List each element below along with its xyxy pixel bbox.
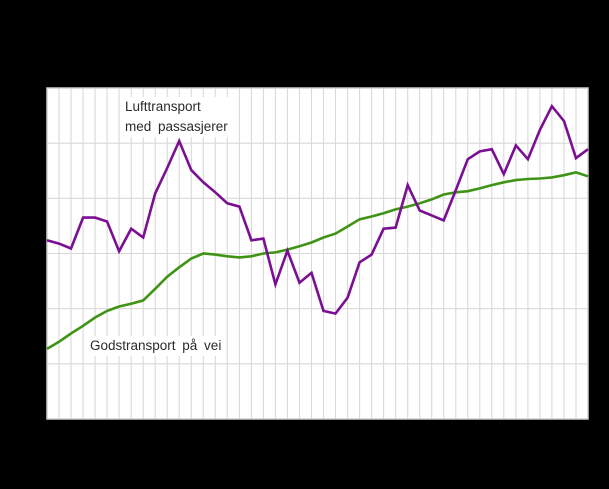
series-label-line: Godstransport på vei (90, 338, 222, 353)
series-line-lufttransport (46, 103, 589, 316)
series-label-line: med passasjerer (125, 119, 228, 134)
series-line-godstransport (46, 171, 589, 351)
series-label-lufttransport: Lufttransport med passasjerer (122, 97, 231, 137)
series-label-godstransport: Godstransport på vei (87, 336, 225, 356)
series-label-line: Lufttransport (125, 99, 201, 114)
plot-border (46, 87, 589, 420)
horizontal-gridlines (47, 142, 588, 365)
